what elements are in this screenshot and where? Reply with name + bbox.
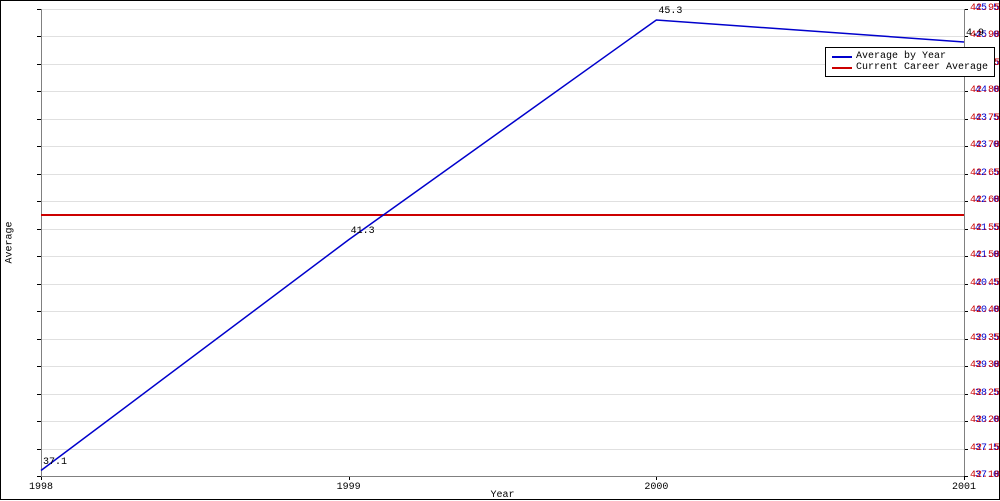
legend-text: Current Career Average <box>856 62 988 73</box>
legend: Average by YearCurrent Career Average <box>825 47 995 77</box>
data-point-label: 4.9 <box>966 28 984 39</box>
legend-item: Average by Year <box>832 51 988 62</box>
y-axis-label: Average <box>5 221 16 263</box>
data-point-label: 45.3 <box>658 6 682 17</box>
average-by-year-line <box>41 20 964 471</box>
data-point-label: 37.1 <box>43 457 67 468</box>
x-axis-label: Year <box>491 490 515 501</box>
legend-text: Average by Year <box>856 51 946 62</box>
data-point-label: 41.3 <box>351 226 375 237</box>
chart-container: 37.037.538.038.539.039.540.040.541.041.5… <box>0 0 1000 500</box>
legend-swatch <box>832 56 852 58</box>
legend-item: Current Career Average <box>832 62 988 73</box>
legend-swatch <box>832 67 852 69</box>
